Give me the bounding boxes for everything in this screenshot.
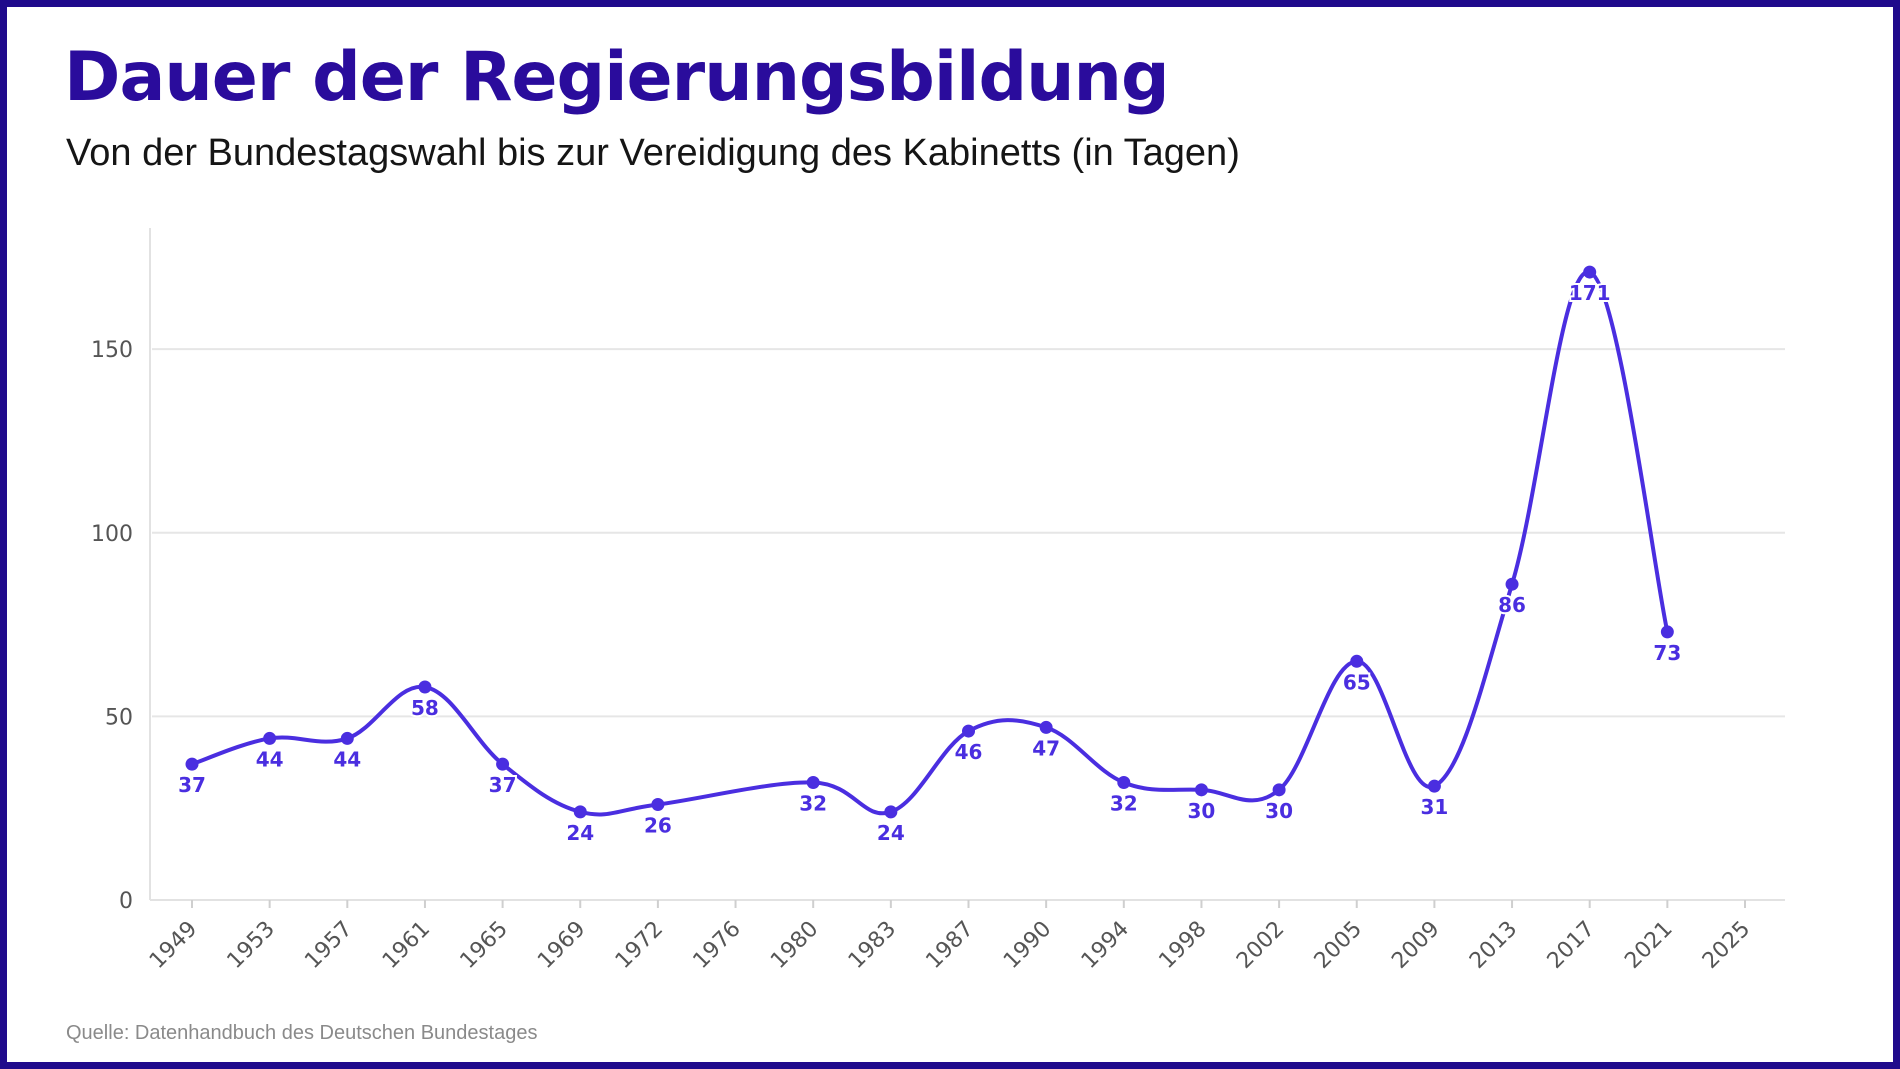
source-note: Quelle: Datenhandbuch des Deutschen Bund… [66,1022,538,1044]
x-tick-label-1994: 1994 [1077,917,1134,974]
chart-title: Dauer der Regierungsbildung [64,38,1170,117]
data-point-1980 [806,775,820,789]
data-label-2009: 31 [1420,795,1448,819]
x-tick-label-1976: 1976 [689,917,746,974]
data-point-1969 [573,805,587,819]
grid-lines [152,348,1785,718]
data-points [185,265,1674,819]
data-label-2017: 171 [1569,281,1611,305]
data-label-2021: 73 [1653,641,1681,665]
series-line [191,270,1670,817]
data-point-1983 [884,805,898,819]
data-point-2017 [1583,265,1597,279]
x-tick-label-1972: 1972 [611,917,668,974]
data-label-1983: 24 [877,821,905,845]
data-label-2005: 65 [1343,670,1371,694]
data-labels: 37 44 44 58 37 24 26 32 24 46 47 32 30 30 65 31 86 171 73 [176,279,1683,847]
x-tick-label-1987: 1987 [921,917,978,974]
data-label-1961: 58 [411,696,439,720]
data-point-1961 [418,680,432,694]
data-label-1953: 44 [256,747,284,771]
data-point-1953 [263,731,277,745]
data-label-1972: 26 [644,814,672,838]
data-label-1957: 44 [333,747,361,771]
data-label-1965: 37 [489,773,517,797]
data-point-1957 [340,731,354,745]
x-tick-label-2009: 2009 [1387,917,1444,974]
data-point-1990 [1039,720,1053,734]
y-tick-label-0: 0 [119,889,133,914]
x-tick-label-2017: 2017 [1543,917,1600,974]
x-tick-label-2002: 2002 [1232,917,1289,974]
x-tick-label-2005: 2005 [1310,917,1367,974]
data-point-1965 [496,757,510,771]
x-tick-label-1980: 1980 [766,917,823,974]
y-tick-label-100: 100 [91,522,133,547]
data-point-1972 [651,798,665,812]
x-tick-label-1998: 1998 [1154,917,1211,974]
x-tick-label-1990: 1990 [999,917,1056,974]
data-label-1987: 46 [955,740,983,764]
x-tick-label-1969: 1969 [533,917,590,974]
data-point-2021 [1660,625,1674,639]
data-point-1949 [185,757,199,771]
data-label-1980: 32 [799,791,827,815]
x-tick-labels: 1949 1953 1957 1961 1965 1969 1972 1976 1980 1983… [145,917,1755,974]
chart-subtitle: Von der Bundestagswahl bis zur Vereidigu… [66,132,1240,174]
x-tick-label-2021: 2021 [1620,917,1677,974]
data-label-1998: 30 [1188,799,1216,823]
x-tick-label-1953: 1953 [223,917,280,974]
y-tick-label-150: 150 [91,338,133,363]
axes [149,228,1785,908]
data-label-1990: 47 [1032,736,1060,760]
series-line-layer [191,270,1670,817]
y-tick-labels: 0 50 100 150 [91,338,133,914]
x-tick-label-1983: 1983 [844,917,901,974]
data-point-1987 [962,724,975,738]
data-label-2013: 86 [1498,593,1526,617]
data-label-1969: 24 [566,821,594,845]
y-tick-label-50: 50 [105,705,133,730]
data-label-1949: 37 [178,773,206,797]
x-tick-label-1949: 1949 [145,917,202,974]
data-point-1998 [1194,783,1208,797]
x-tick-label-1961: 1961 [378,917,435,974]
x-tick-label-1965: 1965 [456,917,513,974]
data-point-2009 [1427,779,1441,793]
x-tick-label-2025: 2025 [1698,917,1755,974]
data-point-2005 [1350,654,1364,668]
x-tick-label-2013: 2013 [1465,917,1522,974]
data-point-2002 [1272,783,1286,797]
x-tick-label-1957: 1957 [300,917,357,974]
data-point-1994 [1117,775,1131,789]
data-label-1994: 32 [1110,791,1138,815]
data-point-2013 [1505,577,1519,591]
data-label-2002: 30 [1265,799,1293,823]
